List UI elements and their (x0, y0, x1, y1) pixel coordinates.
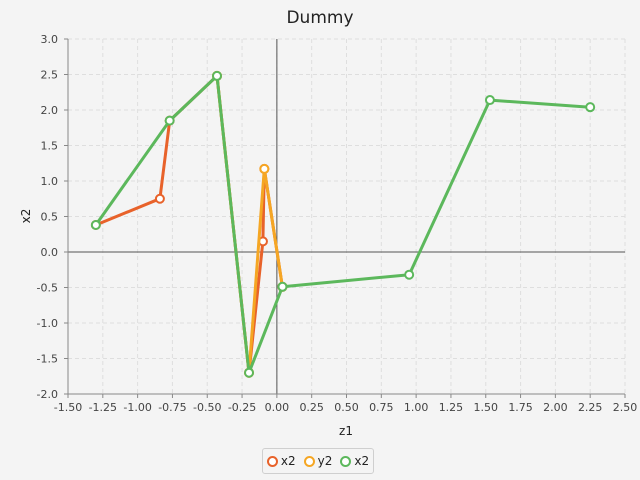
y-tick-label: 0.5 (41, 211, 59, 224)
legend-marker-icon (266, 455, 278, 467)
series-line (95, 74, 284, 375)
x-tick-label: 1.50 (474, 401, 499, 414)
legend: x2 y2 x2 (262, 448, 374, 474)
series-line (215, 75, 284, 375)
y-tick-label: -1.5 (37, 353, 58, 366)
x-tick-label: 2.00 (543, 401, 568, 414)
series-line (94, 74, 591, 375)
x-axis-label: z1 (339, 424, 353, 438)
y-tick-labels: 3.0 2.5 2.0 1.5 1.0 0.5 0.0 -0.5 -1.0 -1.5 -2.0 (37, 33, 58, 401)
x-tick-label: 1.75 (508, 401, 533, 414)
x-tick-label: 2.25 (578, 401, 603, 414)
x-tick-label: -1.00 (123, 401, 151, 414)
x-tick-label: -0.50 (193, 401, 221, 414)
x-tick-label: -1.25 (89, 401, 117, 414)
series-3 (90, 70, 596, 378)
y-tick-label: -1.0 (37, 317, 58, 330)
data-point[interactable] (90, 220, 101, 231)
series-2 (211, 70, 288, 378)
legend-item-3[interactable]: x2 (340, 454, 369, 468)
grid-lines (67, 38, 626, 395)
y-tick-label: 1.0 (41, 175, 59, 188)
legend-item-2[interactable]: y2 (303, 454, 333, 468)
data-point[interactable] (277, 281, 288, 292)
data-point[interactable] (164, 115, 175, 126)
legend-label: y2 (317, 454, 333, 468)
x-tick-label: -1.50 (54, 401, 82, 414)
legend-marker-icon (303, 455, 315, 467)
x-tick-label: 0.00 (265, 401, 290, 414)
chart-title: Dummy (286, 8, 353, 28)
y-tick-label: 1.5 (41, 140, 59, 153)
x-tick-label: 0.50 (334, 401, 359, 414)
x-tick-labels: -1.50 -1.25 -1.00 -0.75 -0.50 -0.25 0.00 0.25 0.… (54, 401, 637, 414)
y-tick-label: -2.0 (37, 388, 58, 401)
legend-label: x2 (280, 454, 296, 468)
y-axis-label: x2 (19, 209, 33, 224)
legend-item-1[interactable]: x2 (266, 454, 296, 468)
data-point[interactable] (154, 193, 165, 204)
series-group (90, 70, 596, 378)
data-point[interactable] (244, 367, 255, 378)
data-point[interactable] (404, 269, 415, 280)
x-tick-label: 1.25 (439, 401, 464, 414)
y-tick-label: 3.0 (41, 33, 59, 46)
data-point[interactable] (585, 102, 596, 113)
x-tick-label: 0.75 (369, 401, 394, 414)
y-tick-label: -0.5 (37, 282, 58, 295)
x-tick-label: -0.25 (228, 401, 256, 414)
x-tick-label: 2.50 (613, 401, 638, 414)
y-tick-label: 2.0 (41, 104, 59, 117)
zero-axis-lines (68, 39, 625, 394)
data-point[interactable] (211, 70, 222, 81)
x-tick-label: 0.25 (299, 401, 324, 414)
y-tick-label: 2.5 (41, 69, 59, 82)
x-tick-label: 1.00 (404, 401, 429, 414)
data-point[interactable] (484, 95, 495, 106)
y-tick-label: 0.0 (41, 246, 59, 259)
legend-label: x2 (354, 454, 370, 468)
series-1 (90, 70, 288, 378)
legend-marker-icon (340, 455, 352, 467)
axes (64, 38, 626, 398)
data-point[interactable] (259, 163, 270, 174)
x-tick-label: -0.75 (158, 401, 186, 414)
